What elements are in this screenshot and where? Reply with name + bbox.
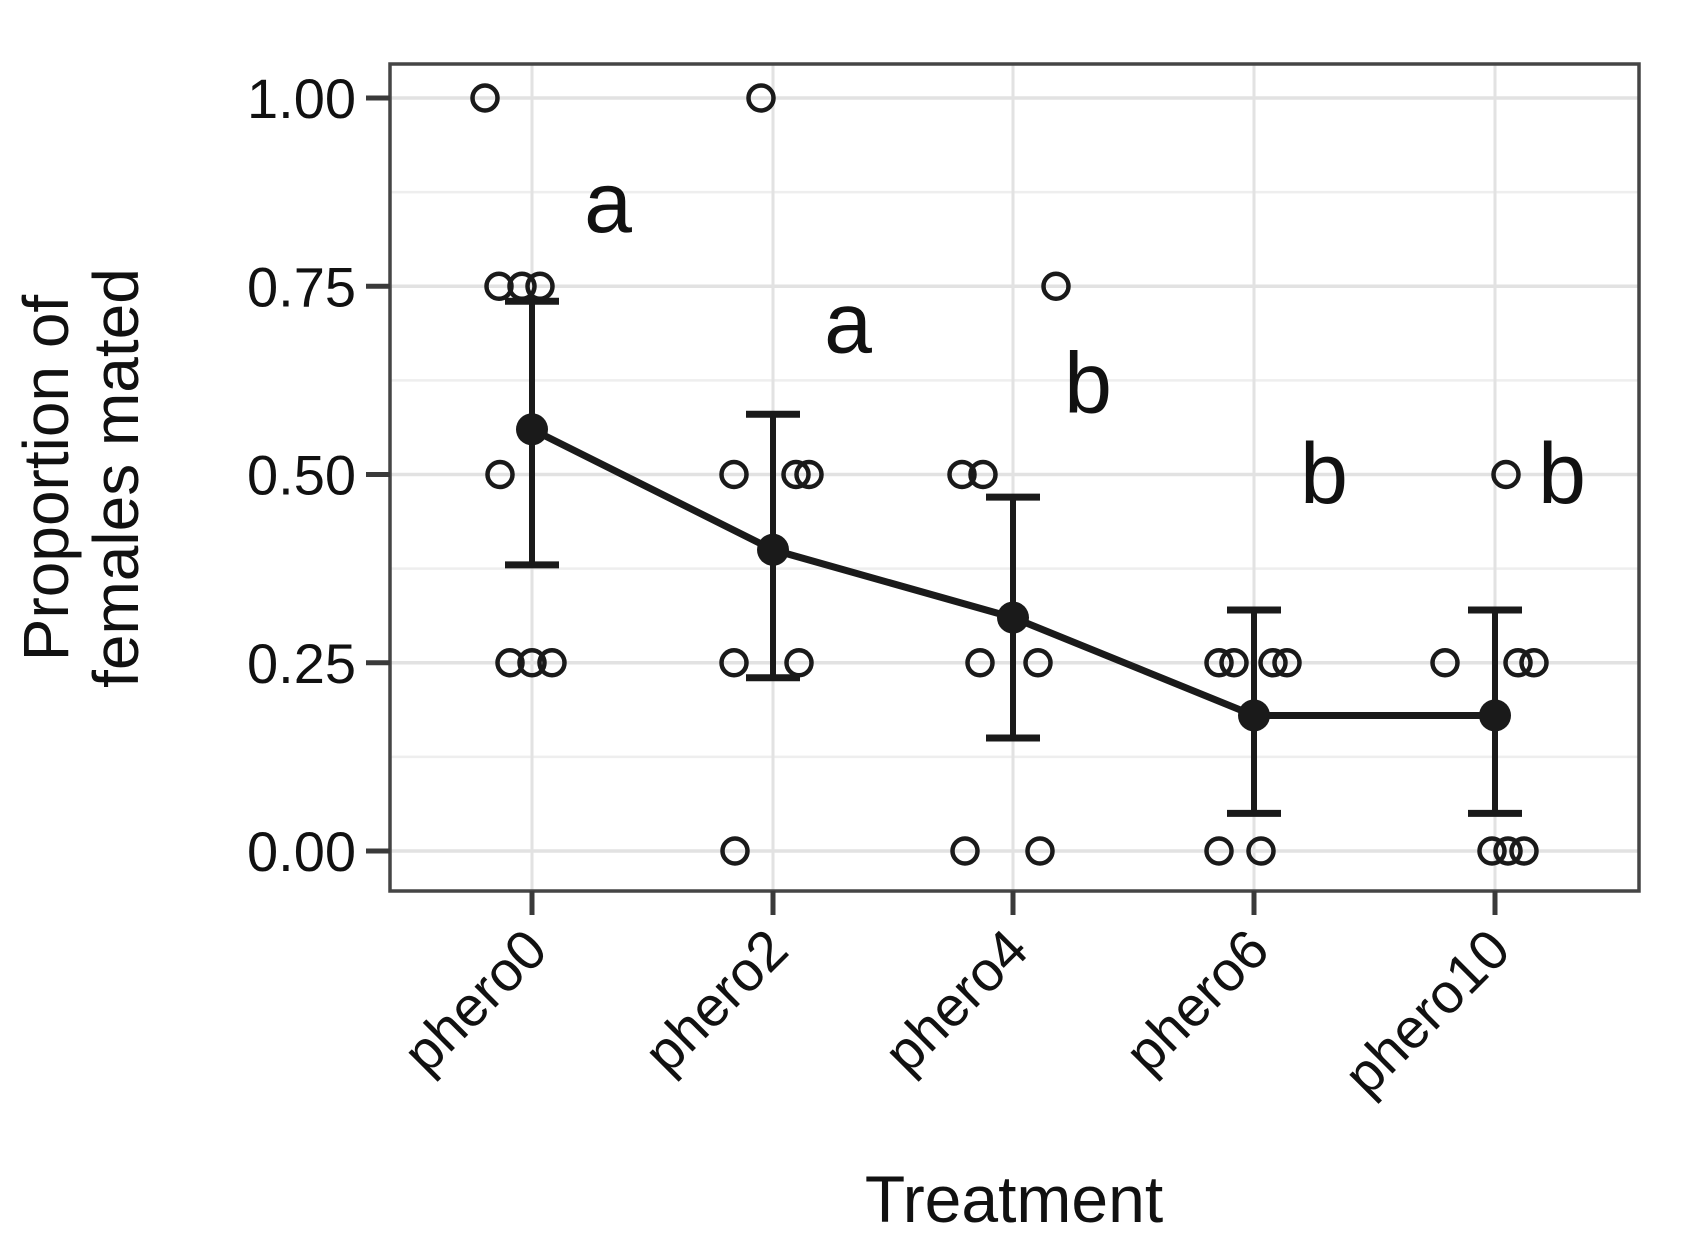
data-point bbox=[1493, 836, 1523, 866]
data-point bbox=[1491, 459, 1521, 490]
data-point bbox=[746, 83, 776, 113]
significance-letter: b bbox=[1300, 426, 1348, 522]
x-tick-label: phero6 bbox=[1113, 917, 1281, 1085]
data-point bbox=[719, 648, 749, 678]
data-point bbox=[1023, 648, 1053, 678]
data-point bbox=[1219, 648, 1249, 678]
data-point bbox=[1430, 648, 1460, 678]
data-point bbox=[1246, 836, 1276, 866]
y-tick-label: 1.00 bbox=[247, 67, 356, 130]
data-layer bbox=[470, 83, 1549, 866]
y-tick-label: 0.25 bbox=[247, 632, 356, 695]
data-point bbox=[794, 459, 824, 490]
data-point bbox=[719, 459, 749, 490]
axis-tick-labels-layer: 1.00 0.75 0.50 0.25 0.00 phero0 phero2 phero4 ph… bbox=[247, 67, 1521, 1107]
data-point bbox=[947, 459, 977, 490]
data-point bbox=[517, 648, 547, 678]
axis-ticks-layer bbox=[366, 95, 1498, 915]
data-point bbox=[485, 459, 515, 490]
mean-point bbox=[997, 601, 1029, 634]
y-tick-label: 0.50 bbox=[247, 444, 356, 507]
data-point bbox=[1503, 648, 1533, 678]
data-point bbox=[470, 83, 500, 113]
data-point bbox=[965, 648, 995, 678]
gridlines-layer bbox=[390, 64, 1639, 891]
y-axis-title-line1: Proportion of bbox=[10, 295, 82, 662]
data-point bbox=[1025, 836, 1055, 866]
data-point bbox=[1204, 836, 1234, 866]
data-point bbox=[781, 459, 811, 490]
significance-letter: a bbox=[584, 155, 632, 251]
data-point bbox=[1272, 648, 1302, 678]
x-tick-label: phero0 bbox=[391, 917, 559, 1085]
data-point bbox=[537, 648, 567, 678]
data-point bbox=[950, 836, 980, 866]
y-tick-label: 0.00 bbox=[247, 820, 356, 883]
y-axis-title-line2: females mated bbox=[80, 268, 152, 688]
data-point bbox=[1477, 836, 1507, 866]
significance-letters-layer: a a b b b bbox=[584, 155, 1586, 522]
significance-letter: a bbox=[824, 275, 872, 371]
data-point bbox=[1041, 271, 1071, 301]
x-tick-label: phero2 bbox=[632, 917, 800, 1085]
data-point bbox=[1509, 836, 1539, 866]
data-point bbox=[495, 648, 525, 678]
x-axis-title: Treatment bbox=[865, 1162, 1163, 1236]
mean-point bbox=[516, 413, 548, 446]
mean-point bbox=[1238, 699, 1270, 732]
data-point bbox=[1258, 648, 1288, 678]
data-point bbox=[1204, 648, 1234, 678]
data-point bbox=[968, 459, 998, 490]
data-point bbox=[720, 836, 750, 866]
x-tick-label: phero10 bbox=[1332, 917, 1522, 1107]
mean-point bbox=[1479, 699, 1511, 732]
x-tick-label: phero4 bbox=[872, 917, 1040, 1085]
y-tick-label: 0.75 bbox=[247, 255, 356, 318]
data-point bbox=[1519, 648, 1549, 678]
significance-letter: b bbox=[1064, 336, 1112, 432]
significance-letter: b bbox=[1538, 426, 1586, 522]
mean-point bbox=[757, 533, 789, 566]
